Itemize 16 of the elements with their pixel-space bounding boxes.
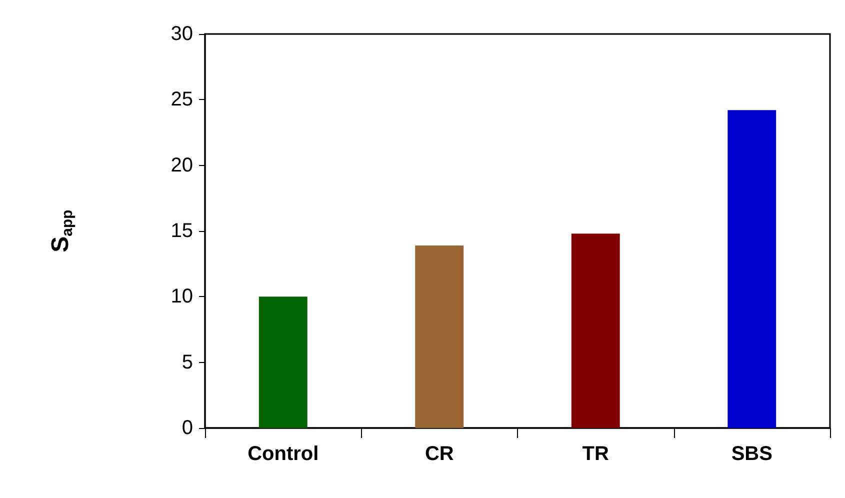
- y-tick-label: 15: [170, 220, 193, 242]
- y-tick-label: 10: [170, 286, 193, 308]
- y-tick-label: 0: [182, 417, 193, 439]
- bar: [258, 296, 308, 428]
- y-tick-label: 30: [170, 23, 193, 45]
- y-axis-title: Sapp: [47, 210, 76, 252]
- y-tick-label: 5: [182, 351, 193, 374]
- x-tick-label: CR: [424, 443, 454, 465]
- y-tick-label: 25: [170, 88, 193, 111]
- bar: [571, 234, 620, 428]
- bar: [728, 110, 776, 428]
- x-tick-label: TR: [582, 443, 610, 465]
- x-tick-label: Control: [248, 443, 319, 465]
- bar: [415, 245, 464, 428]
- y-tick-label: 20: [170, 154, 193, 176]
- x-tick-label: SBS: [731, 443, 772, 465]
